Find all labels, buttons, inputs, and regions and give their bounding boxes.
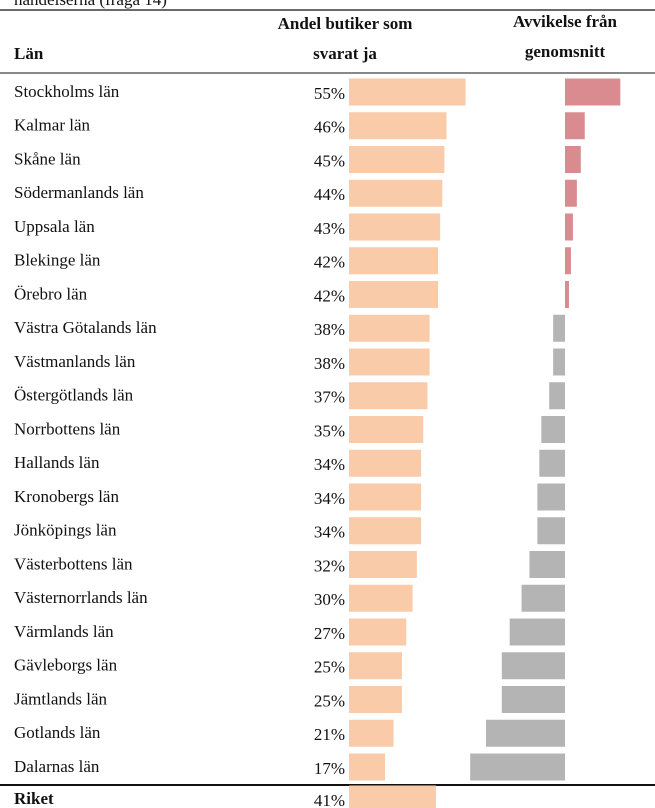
deviation-bar [553,348,565,376]
share-label: 34% [314,455,345,474]
share-bar [349,213,441,241]
share-label: 42% [314,286,345,305]
deviation-bar [565,179,577,207]
share-bar [349,78,466,106]
deviation-bar [565,146,581,173]
share-label: 21% [314,725,345,744]
share-bar [349,146,445,173]
region-name: Västra Götalands län [14,318,157,337]
share-label: 41% [314,791,345,808]
deviation-bar [537,483,565,511]
share-label: 45% [314,151,345,170]
share-bar [349,584,413,612]
share-label: 46% [314,118,345,137]
share-label: 32% [314,556,345,575]
share-label: 27% [314,624,345,643]
deviation-bar [565,213,573,241]
region-name: Jämtlands län [14,689,108,708]
share-bar [349,449,422,477]
region-name: Kronobergs län [14,487,119,506]
region-name: Västmanlands län [14,352,136,371]
deviation-bar [553,314,565,342]
region-name: Örebro län [14,284,88,303]
header-deviation: Avvikelse från [513,12,618,31]
share-label: 43% [314,219,345,238]
region-name: Stockholms län [14,82,120,101]
share-bar [349,517,422,545]
region-name: Jönköpings län [14,521,117,540]
header-share: Andel butiker som [278,14,413,33]
share-label: 34% [314,523,345,542]
region-name: Kalmar län [14,116,90,135]
share-label: 38% [314,320,345,339]
region-name: Östergötlands län [14,386,134,405]
caption: handelserna (fråga 14) [14,0,167,9]
share-bar [349,652,402,680]
region-name: Uppsala län [14,217,95,236]
share-bar [349,281,439,308]
share-bar [349,179,443,207]
share-bar [349,382,428,410]
share-label: 25% [314,691,345,710]
deviation-bar [509,618,565,646]
deviation-bar [565,247,571,275]
share-label: 37% [314,388,345,407]
region-name: Gävleborgs län [14,656,118,675]
deviation-bar [565,281,569,308]
deviation-bar [521,584,565,612]
header-region: Län [14,44,44,63]
share-label: 55% [314,84,345,103]
region-name: Skåne län [14,149,81,168]
deviation-bar [470,753,565,781]
region-name: Hallands län [14,453,100,472]
deviation-bar [501,652,565,680]
deviation-bar [537,517,565,545]
deviation-bar [565,78,621,106]
share-bar [349,348,430,376]
share-label: 34% [314,489,345,508]
deviation-bar [549,382,565,410]
share-bar [349,686,402,713]
region-name: Västerbottens län [14,554,133,573]
region-name: Västernorrlands län [14,588,148,607]
share-bar [349,618,407,646]
region-name: Blekinge län [14,251,101,270]
share-bar [349,483,422,511]
deviation-bar [541,416,565,443]
region-name: Värmlands län [14,622,114,641]
region-name: Gotlands län [14,723,101,742]
share-bar [349,785,436,808]
region-name: Norrbottens län [14,419,121,438]
region-name: Riket [14,789,54,808]
share-bar [349,416,424,443]
share-bar [349,719,394,747]
share-bar [349,247,439,275]
share-label: 44% [314,185,345,204]
deviation-bar [501,686,565,713]
share-label: 25% [314,658,345,677]
deviation-bar [565,112,585,140]
deviation-bar [486,719,565,747]
share-label: 17% [314,759,345,778]
share-label: 38% [314,354,345,373]
share-bar [349,753,386,781]
deviation-bar [539,449,565,477]
share-bar [349,551,417,578]
share-bar [349,112,447,140]
header-share: svarat ja [313,44,377,63]
share-bar [349,314,430,342]
deviation-bar [529,551,565,578]
region-name: Södermanlands län [14,183,144,202]
share-label: 30% [314,590,345,609]
region-name: Dalarnas län [14,757,100,776]
header-deviation: genomsnitt [525,42,606,61]
share-label: 35% [314,421,345,440]
share-label: 42% [314,253,345,272]
